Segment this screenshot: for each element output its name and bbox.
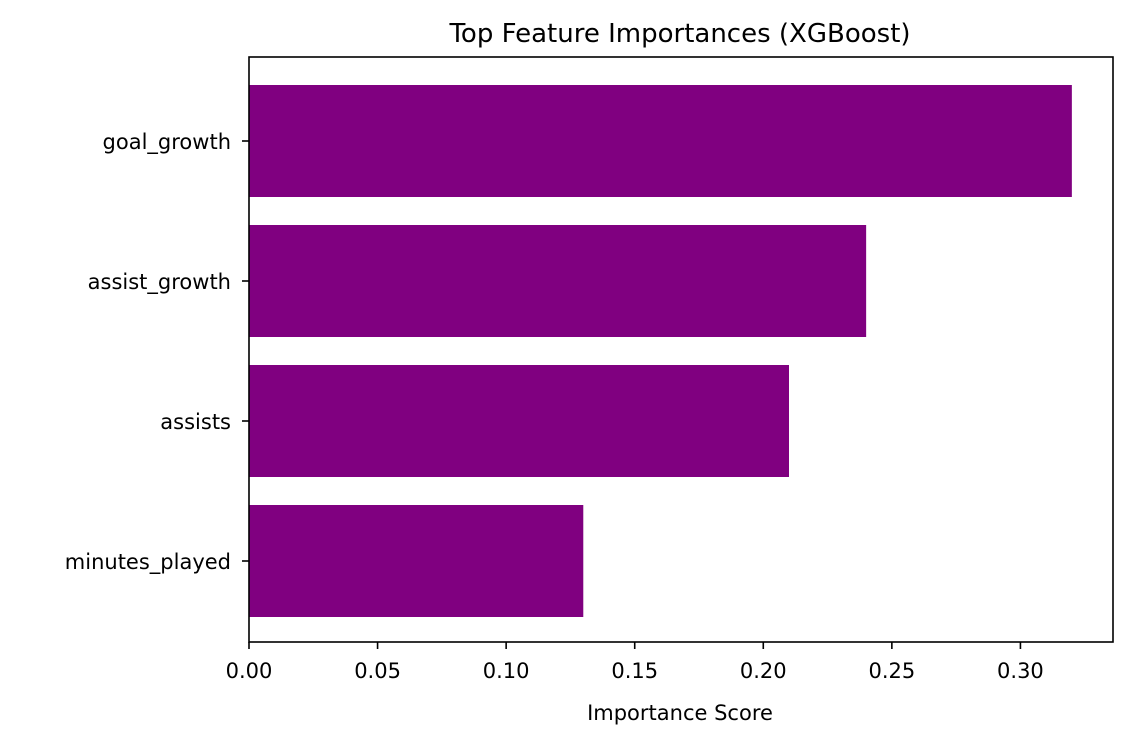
y-tick-label: assist_growth xyxy=(88,270,231,295)
y-axis: minutes_played assists assist_growth goal_g… xyxy=(65,130,249,575)
x-tick-label: 0.05 xyxy=(354,659,401,683)
bar-goal-growth xyxy=(249,85,1072,197)
x-tick-label: 0.00 xyxy=(226,659,273,683)
x-axis-label: Importance Score xyxy=(587,701,773,725)
x-tick-label: 0.30 xyxy=(997,659,1044,683)
bar-minutes-played xyxy=(249,505,584,617)
x-axis: 0.00 0.05 0.10 0.15 0.20 0.25 0.30 xyxy=(226,642,1044,683)
x-tick-label: 0.25 xyxy=(868,659,915,683)
chart-title: Top Feature Importances (XGBoost) xyxy=(448,19,910,49)
y-tick-label: minutes_played xyxy=(65,550,231,575)
x-tick-label: 0.10 xyxy=(483,659,530,683)
x-tick-label: 0.15 xyxy=(611,659,658,683)
y-tick-label: assists xyxy=(160,410,231,434)
x-tick-label: 0.20 xyxy=(740,659,787,683)
bar-assist-growth xyxy=(249,225,867,337)
bar-assists xyxy=(249,365,789,477)
y-tick-label: goal_growth xyxy=(103,130,231,155)
plot-frame xyxy=(248,56,1114,643)
bars-layer xyxy=(249,85,1072,617)
